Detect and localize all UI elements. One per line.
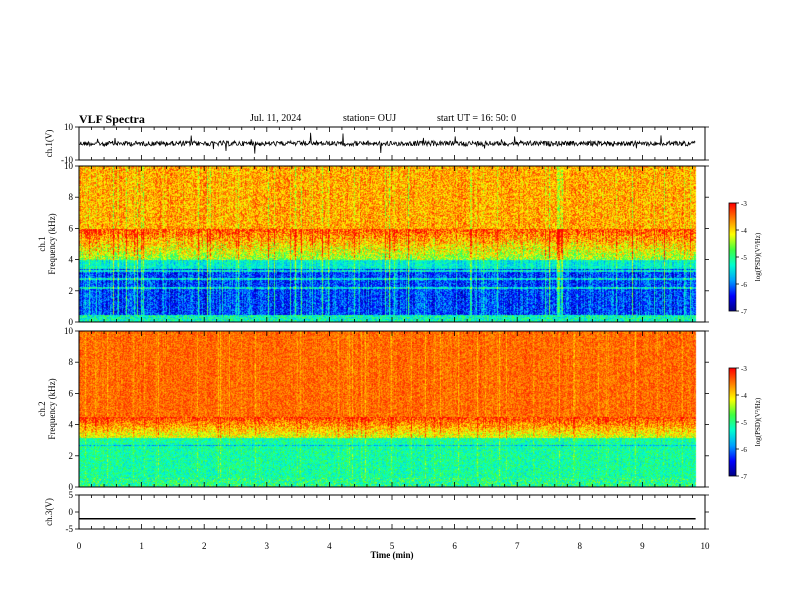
x-tick-label: 10 [701,541,711,551]
y-tick-label: 4 [69,420,74,430]
ch3-waveform-panel: 5 0 -5 ch.3(V) [44,490,709,534]
ch1-spectrogram-panel: 0 2 4 6 8 10 ch.1Frequency (kHz) [37,161,709,327]
x-tick-label: 0 [77,541,82,551]
y-axis-label: ch.3(V) [44,498,54,526]
x-tick-label: 9 [640,541,645,551]
colorbar-gradient [729,203,736,311]
ch1-colorbar: -3 -4 -5 -6 -7 log(PSD)(V²/Hz) [728,200,762,316]
y-tick-label: 2 [69,286,74,296]
y-tick-label: 10 [64,161,74,171]
x-tick-label: 7 [515,541,520,551]
y-tick-label: 0 [69,507,74,517]
y-tick-label: 8 [69,357,74,367]
colorbar-gradient [729,368,736,476]
chart-title: VLF Spectra [79,112,145,126]
colorbar-tick-label: -7 [741,473,747,481]
y-tick-label: 6 [69,388,74,398]
y-axis-label: ch.1Frequency (kHz) [37,213,57,274]
y-tick-label: 0 [69,317,74,327]
colorbar-tick-label: -6 [741,446,747,454]
x-tick-label: 6 [452,541,457,551]
x-tick-label: 1 [139,541,144,551]
station-label: station= OUJ [343,113,397,124]
ch2-colorbar: -3 -4 -5 -6 -7 log(PSD)(V²/Hz) [728,365,762,481]
y-tick-label: 5 [69,490,74,500]
colorbar-label: log(PSD)(V²/Hz) [754,397,762,446]
ch2-spectrogram-panel: 0 2 4 6 8 10 ch.2Frequency (kHz) [37,326,709,492]
y-tick-label: 0 [69,482,74,492]
y-tick-label: 10 [64,326,74,336]
x-tick-label: 3 [265,541,270,551]
colorbar-tick-label: -7 [741,308,747,316]
y-tick-label: 6 [69,223,74,233]
y-tick-label: 10 [64,122,74,132]
x-tick-label: 2 [202,541,207,551]
colorbar-label: log(PSD)(V²/Hz) [754,232,762,281]
x-axis-label: Time (min) [370,550,413,560]
date-label: Jul. 11, 2024 [250,113,302,124]
y-tick-label: -10 [61,155,73,165]
y-axis-label: ch.2Frequency (kHz) [37,378,57,439]
spectrogram-image [79,166,705,322]
y-tick-label: -5 [66,524,74,534]
colorbar-tick-label: -3 [741,200,747,208]
x-tick-label: 5 [390,541,395,551]
ch1-trace [78,132,696,154]
colorbar-tick-label: -5 [741,419,747,427]
y-axis-label: ch.1(V) [44,130,54,158]
y-tick-label: 4 [69,255,74,265]
colorbar-tick-label: -4 [741,392,747,400]
colorbar-tick-label: -5 [741,254,747,262]
y-tick-label: 8 [69,192,74,202]
colorbar-tick-label: -3 [741,365,747,373]
colorbar-tick-label: -6 [741,281,747,289]
colorbar-tick-label: -4 [741,227,747,235]
time-axis: 0 1 2 3 4 5 6 7 8 9 10 Time (min) [77,541,710,560]
x-tick-label: 8 [578,541,583,551]
ch1-waveform-panel: 10 -10 ch.1(V) [44,122,709,165]
y-tick-label: 2 [69,451,74,461]
start-time-label: start UT = 16: 50: 0 [437,113,517,124]
panel-frame [78,494,706,530]
spectrogram-image [79,331,705,487]
x-tick-label: 4 [327,541,332,551]
